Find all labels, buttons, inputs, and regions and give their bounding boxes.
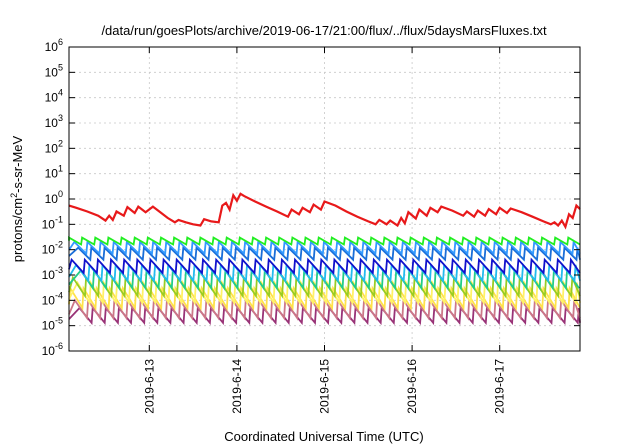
y-tick-base: 10 <box>45 141 59 155</box>
y-tick-label: 10-1 <box>42 214 63 231</box>
y-tick-label: 100 <box>45 189 63 206</box>
y-tick-exponent: -5 <box>55 316 63 326</box>
y-tick-base: 10 <box>42 217 56 231</box>
x-axis-ticks: 2019-6-13 2019-6-14 2019-6-15 2019-6-16 2019… <box>142 47 507 414</box>
series-line <box>68 236 581 246</box>
y-tick-exponent: 4 <box>58 88 63 98</box>
y-axis-label-sup: 2 <box>9 193 19 198</box>
y-tick-label: 10-3 <box>42 265 63 282</box>
y-tick-label: 106 <box>45 37 63 54</box>
y-tick-exponent: 1 <box>58 164 63 174</box>
x-tick-label: 2019-6-13 <box>142 359 156 414</box>
y-tick-base: 10 <box>45 40 59 54</box>
y-tick-exponent: -2 <box>55 240 63 250</box>
x-tick-label: 2019-6-14 <box>230 359 244 414</box>
y-tick-exponent: 0 <box>58 189 63 199</box>
y-tick-base: 10 <box>45 192 59 206</box>
y-tick-exponent: 3 <box>58 113 63 123</box>
y-tick-exponent: -3 <box>55 265 63 275</box>
y-tick-base: 10 <box>45 167 59 181</box>
y-tick-exponent: 5 <box>58 62 63 72</box>
x-tick-label: 2019-6-17 <box>493 359 507 414</box>
y-tick-exponent: -1 <box>55 214 63 224</box>
y-tick-label: 10-2 <box>42 240 63 257</box>
y-tick-base: 10 <box>42 319 56 333</box>
y-tick-base: 10 <box>42 268 56 282</box>
y-tick-label: 10-4 <box>42 290 63 307</box>
y-axis-label-base: protons/cm <box>10 198 25 262</box>
series-lines <box>68 192 581 326</box>
y-axis-label: protons/cm2-s-sr-MeV <box>9 135 25 262</box>
y-tick-base: 10 <box>42 344 56 358</box>
x-tick-label: 2019-6-16 <box>405 359 419 414</box>
y-tick-base: 10 <box>42 243 56 257</box>
y-tick-label: 104 <box>45 88 63 105</box>
y-tick-base: 10 <box>45 91 59 105</box>
y-tick-label: 103 <box>45 113 63 130</box>
series-line <box>68 279 581 306</box>
y-tick-exponent: -4 <box>55 290 63 300</box>
x-tick-label: 2019-6-15 <box>318 359 332 414</box>
y-tick-base: 10 <box>42 293 56 307</box>
y-tick-base: 10 <box>45 65 59 79</box>
y-tick-base: 10 <box>45 116 59 130</box>
series-line <box>68 257 581 276</box>
y-tick-label: 101 <box>45 164 63 181</box>
series-line <box>68 245 581 262</box>
y-axis-ticks: 10-610-510-410-310-210-11001011021031041… <box>42 37 580 358</box>
chart-title: /data/run/goesPlots/archive/2019-06-17/2… <box>101 23 547 38</box>
series-line <box>68 284 581 311</box>
grid-lines <box>69 47 580 351</box>
y-tick-label: 102 <box>45 138 63 155</box>
y-tick-label: 10-5 <box>42 316 63 333</box>
y-tick-exponent: -6 <box>55 341 63 351</box>
y-tick-exponent: 6 <box>58 37 63 47</box>
series-line <box>68 192 581 230</box>
y-tick-label: 105 <box>45 62 63 79</box>
x-axis-label: Coordinated Universal Time (UTC) <box>224 429 423 444</box>
y-axis-label-rest: -s-sr-MeV <box>10 135 25 192</box>
series-line <box>68 239 581 256</box>
y-tick-label: 10-6 <box>42 341 63 358</box>
y-tick-exponent: 2 <box>58 138 63 148</box>
